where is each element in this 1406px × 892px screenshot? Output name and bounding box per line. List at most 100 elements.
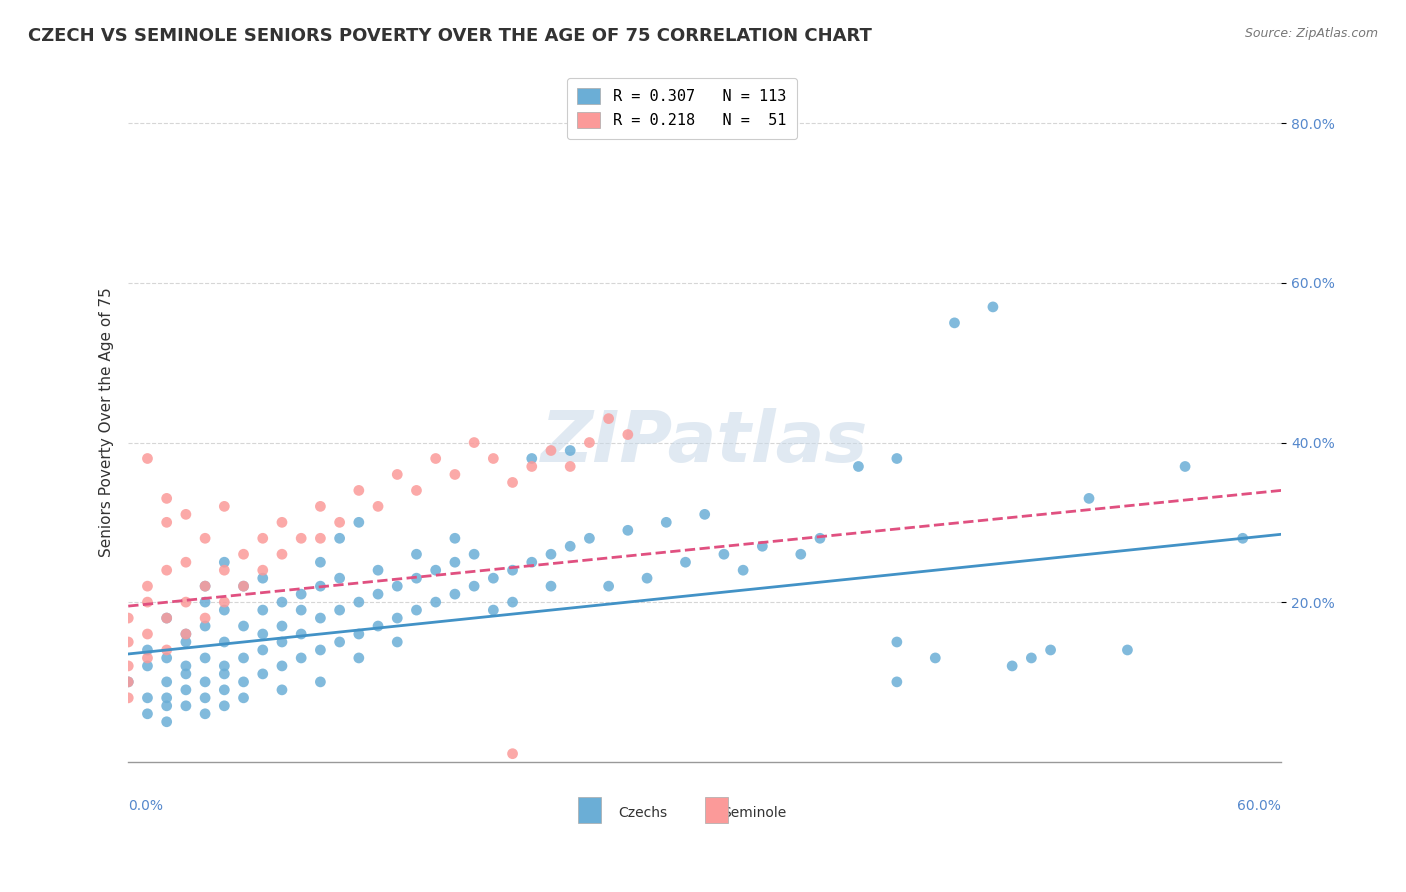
Point (232, 619, 254, 633)
Point (252, 667, 274, 681)
Point (675, 555, 697, 569)
Point (1039, 643, 1062, 657)
Point (117, 674, 139, 689)
Point (387, 635, 409, 649)
Point (713, 547, 735, 561)
Point (502, 747, 524, 761)
Point (347, 516, 370, 530)
Point (214, 595, 236, 609)
Point (174, 682, 197, 697)
Point (309, 579, 332, 593)
Point (174, 555, 197, 569)
Point (560, 443, 582, 458)
Point (174, 698, 197, 713)
Point (271, 595, 294, 609)
Text: 0.0%: 0.0% (128, 799, 163, 813)
Point (309, 643, 332, 657)
Point (463, 435, 485, 450)
Point (309, 611, 332, 625)
Point (214, 563, 236, 577)
Point (655, 516, 678, 530)
Point (156, 690, 179, 705)
Point (136, 706, 159, 721)
Point (214, 682, 236, 697)
Point (174, 659, 197, 673)
Point (1116, 643, 1139, 657)
Text: CZECH VS SEMINOLE SENIORS POVERTY OVER THE AGE OF 75 CORRELATION CHART: CZECH VS SEMINOLE SENIORS POVERTY OVER T… (28, 27, 872, 45)
Point (347, 651, 370, 665)
Point (598, 411, 620, 425)
Point (174, 667, 197, 681)
Point (194, 651, 217, 665)
Point (425, 563, 447, 577)
Point (214, 667, 236, 681)
Point (156, 698, 179, 713)
Point (117, 635, 139, 649)
Point (405, 547, 427, 561)
FancyBboxPatch shape (704, 797, 728, 822)
Point (117, 659, 139, 673)
Point (444, 587, 467, 601)
Point (194, 690, 217, 705)
Point (617, 427, 640, 442)
Point (156, 643, 179, 657)
Point (214, 603, 236, 617)
Point (329, 516, 352, 530)
Point (156, 563, 179, 577)
FancyBboxPatch shape (578, 797, 600, 822)
Point (252, 531, 274, 545)
Point (252, 627, 274, 641)
Text: ZIPatlas: ZIPatlas (541, 409, 869, 477)
Legend: R = 0.307   N = 113, R = 0.218   N =  51: R = 0.307 N = 113, R = 0.218 N = 51 (567, 78, 797, 138)
Point (367, 500, 389, 514)
Point (1078, 491, 1101, 506)
Point (156, 674, 179, 689)
Point (174, 595, 197, 609)
Point (520, 459, 543, 474)
Point (156, 611, 179, 625)
Point (617, 524, 640, 538)
Point (214, 698, 236, 713)
Point (290, 603, 312, 617)
Point (387, 467, 409, 482)
Point (482, 571, 505, 585)
Point (367, 619, 389, 633)
Point (252, 643, 274, 657)
Point (425, 451, 447, 466)
Point (329, 571, 352, 585)
Point (194, 579, 217, 593)
Point (271, 659, 294, 673)
Point (482, 603, 505, 617)
Point (502, 475, 524, 490)
Point (194, 706, 217, 721)
Y-axis label: Seniors Poverty Over the Age of 75: Seniors Poverty Over the Age of 75 (100, 288, 114, 558)
Point (309, 555, 332, 569)
Text: Source: ZipAtlas.com: Source: ZipAtlas.com (1244, 27, 1378, 40)
Point (174, 635, 197, 649)
Point (598, 579, 620, 593)
Point (194, 579, 217, 593)
Point (252, 563, 274, 577)
Point (502, 563, 524, 577)
Point (981, 300, 1004, 314)
Point (790, 547, 813, 561)
Point (136, 627, 159, 641)
Point (194, 531, 217, 545)
Point (463, 579, 485, 593)
Point (1174, 459, 1197, 474)
Point (309, 674, 332, 689)
Point (347, 483, 370, 498)
Point (329, 603, 352, 617)
Point (540, 443, 562, 458)
Point (636, 571, 658, 585)
Point (1021, 651, 1043, 665)
Point (136, 651, 159, 665)
Point (347, 627, 370, 641)
Point (560, 459, 582, 474)
Point (214, 659, 236, 673)
Point (578, 531, 600, 545)
Point (194, 619, 217, 633)
Point (482, 451, 505, 466)
Point (174, 627, 197, 641)
Point (886, 674, 908, 689)
